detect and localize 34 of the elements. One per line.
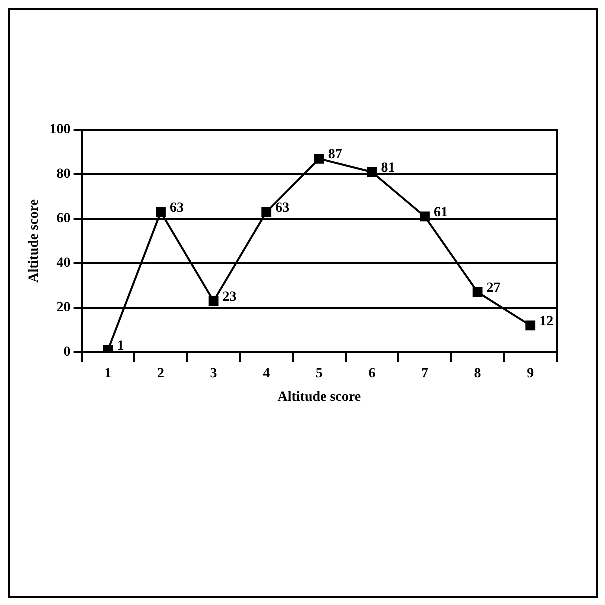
point: [367, 167, 378, 178]
point: [208, 296, 219, 306]
y-axis-title: Altitude score: [27, 200, 42, 283]
data-label: 63: [170, 200, 184, 216]
data-label: 63: [276, 200, 290, 216]
y-tick-label: 100: [50, 122, 71, 138]
data-label: 87: [328, 148, 342, 163]
x-tick-label: 8: [474, 366, 482, 382]
y-tick-label: 60: [56, 212, 71, 227]
data-label: 27: [486, 280, 501, 296]
point: [314, 154, 324, 164]
data-label: 61: [434, 205, 448, 220]
point: [156, 207, 166, 218]
data-label: 1: [117, 338, 124, 354]
x-tick-label: 9: [527, 366, 534, 382]
point: [420, 212, 430, 222]
y-tick-label: 0: [64, 345, 71, 360]
y-tick-label: 80: [56, 167, 71, 182]
x-axis-title: Altitude score: [278, 390, 362, 406]
x-tick-label: 5: [316, 366, 323, 382]
x-tick-label: 2: [158, 366, 164, 382]
y-tick-label: 40: [56, 256, 71, 272]
point: [262, 207, 272, 218]
x-tick-label: 6: [368, 366, 376, 382]
y-tick-label: 20: [56, 300, 71, 316]
x-tick-label: 4: [263, 366, 270, 382]
x-tick-label: 1: [104, 366, 112, 382]
data-label: 81: [381, 160, 396, 176]
x-tick-label: 7: [422, 366, 428, 382]
x-tick-label: 3: [210, 366, 218, 382]
data-label: 12: [540, 314, 554, 330]
point: [526, 320, 536, 331]
data-label: 23: [222, 290, 237, 305]
point: [472, 287, 483, 298]
